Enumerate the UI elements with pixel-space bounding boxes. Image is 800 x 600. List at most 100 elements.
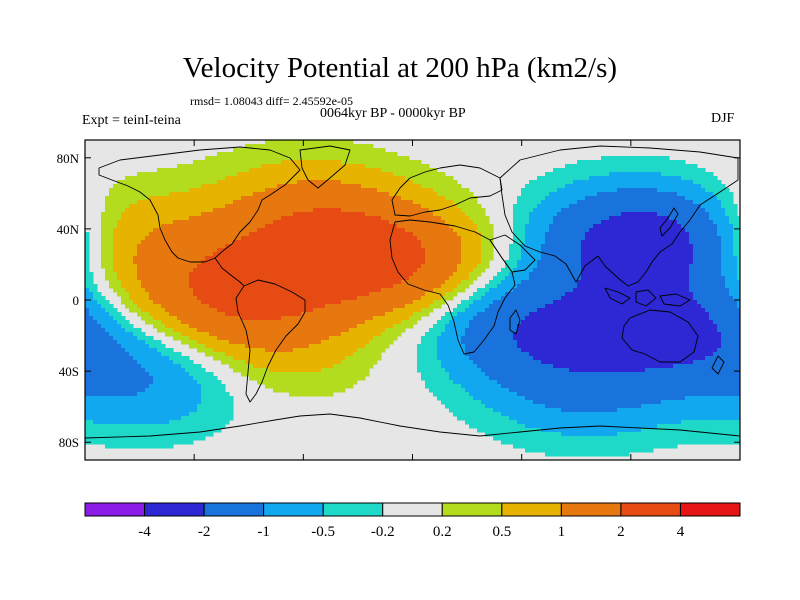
field-cell	[121, 256, 126, 261]
field-cell	[409, 280, 414, 285]
field-cell	[273, 268, 278, 273]
experiment-label: Expt = teinI-teina	[82, 113, 181, 128]
field-cell	[461, 240, 466, 245]
field-cell	[673, 272, 678, 277]
field-cell	[689, 252, 694, 257]
field-cell	[521, 196, 526, 201]
field-cell	[589, 288, 594, 293]
field-cell	[281, 240, 286, 245]
field-cell	[625, 180, 630, 185]
field-cell	[329, 280, 334, 285]
field-cell	[133, 200, 138, 205]
field-cell	[309, 160, 314, 165]
field-cell	[125, 192, 130, 197]
field-cell	[649, 224, 654, 229]
field-cell	[225, 216, 230, 221]
field-cell	[533, 244, 538, 249]
field-cell	[737, 260, 740, 265]
field-cell	[141, 228, 146, 233]
field-cell	[541, 276, 546, 281]
field-cell	[289, 140, 294, 145]
field-cell	[689, 256, 694, 261]
field-cell	[657, 184, 662, 189]
field-cell	[129, 288, 134, 293]
field-cell	[673, 192, 678, 197]
field-cell	[673, 228, 678, 233]
field-cell	[429, 176, 434, 181]
field-cell	[729, 204, 734, 209]
field-cell	[537, 188, 542, 193]
field-cell	[525, 232, 530, 237]
field-cell	[397, 276, 402, 281]
field-cell	[245, 144, 250, 149]
field-cell	[533, 224, 538, 229]
field-cell	[665, 280, 670, 285]
field-cell	[317, 160, 322, 165]
field-cell	[729, 216, 734, 221]
field-cell	[453, 260, 458, 265]
field-cell	[401, 268, 406, 273]
field-cell	[245, 236, 250, 241]
field-cell	[333, 156, 338, 161]
field-cell	[529, 232, 534, 237]
field-cell	[489, 224, 494, 229]
field-cell	[337, 188, 342, 193]
field-cell	[437, 172, 442, 177]
field-cell	[261, 156, 266, 161]
field-cell	[121, 260, 126, 265]
field-cell	[625, 204, 630, 209]
field-cell	[289, 220, 294, 225]
field-cell	[625, 168, 630, 173]
field-cell	[189, 256, 194, 261]
field-cell	[393, 256, 398, 261]
field-cell	[177, 212, 182, 217]
field-cell	[297, 216, 302, 221]
field-cell	[409, 160, 414, 165]
field-cell	[261, 236, 266, 241]
field-cell	[269, 180, 274, 185]
field-cell	[333, 272, 338, 277]
field-cell	[525, 224, 530, 229]
field-cell	[253, 144, 258, 149]
field-cell	[269, 288, 274, 293]
field-cell	[457, 276, 462, 281]
field-cell	[537, 180, 542, 185]
field-cell	[721, 220, 726, 225]
field-cell	[437, 216, 442, 221]
field-cell	[533, 192, 538, 197]
field-cell	[337, 140, 342, 145]
field-cell	[565, 168, 570, 173]
field-cell	[293, 156, 298, 161]
field-cell	[533, 288, 538, 293]
field-cell	[437, 284, 442, 289]
field-cell	[429, 208, 434, 213]
field-cell	[273, 252, 278, 257]
field-cell	[653, 208, 658, 213]
field-cell	[405, 272, 410, 277]
field-cell	[141, 232, 146, 237]
field-cell	[233, 228, 238, 233]
field-cell	[269, 212, 274, 217]
field-cell	[341, 280, 346, 285]
field-cell	[545, 288, 550, 293]
field-cell	[645, 180, 650, 185]
field-cell	[725, 228, 730, 233]
field-cell	[217, 164, 222, 169]
field-cell	[221, 280, 226, 285]
field-cell	[313, 164, 318, 169]
field-cell	[225, 248, 230, 253]
field-cell	[613, 208, 618, 213]
field-cell	[301, 256, 306, 261]
field-cell	[325, 276, 330, 281]
field-cell	[613, 184, 618, 189]
field-cell	[737, 256, 740, 261]
field-cell	[365, 260, 370, 265]
field-cell	[537, 284, 542, 289]
field-cell	[529, 228, 534, 233]
field-cell	[681, 232, 686, 237]
field-cell	[413, 248, 418, 253]
field-cell	[633, 172, 638, 177]
field-cell	[601, 276, 606, 281]
field-cell	[393, 156, 398, 161]
field-cell	[709, 220, 714, 225]
